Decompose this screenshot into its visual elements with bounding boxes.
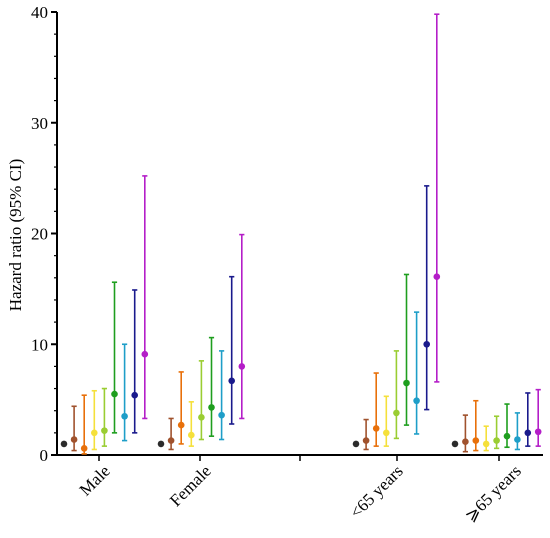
point-estimate [198,414,205,421]
point-estimate [121,413,128,420]
x-category-label: ⩾65 years [461,461,525,525]
estimate-group [452,390,542,452]
data-marks [61,14,542,454]
point-estimate [434,273,441,280]
point-estimate [423,341,430,348]
point-estimate [178,422,185,429]
y-tick-label: 10 [31,335,48,354]
point-estimate [493,437,500,444]
point-estimate [228,377,235,384]
point-estimate [239,363,246,370]
point-estimate [373,425,380,432]
point-estimate [131,392,138,399]
point-estimate [383,430,390,437]
point-estimate [91,430,98,437]
point-estimate [218,412,225,419]
point-estimate [393,410,400,417]
y-axis: 0 10 20 30 40 [31,3,57,465]
point-estimate [71,436,78,443]
estimate-group [158,235,245,450]
point-estimate [363,437,370,444]
estimate-group [61,176,148,454]
point-estimate [462,438,469,445]
x-axis: Male Female <65 years ⩾65 years [57,455,543,525]
y-tick-label: 0 [40,446,49,465]
estimate-group [353,14,440,449]
point-estimate [61,441,68,448]
point-estimate [473,437,480,444]
point-estimate [403,380,410,387]
point-estimate [188,432,195,439]
point-estimate [413,397,420,404]
x-category-label: Male [76,461,114,499]
point-estimate [535,428,542,435]
x-category-label: Female [166,461,215,510]
point-estimate [504,433,511,440]
y-tick-label: 30 [31,114,48,133]
point-estimate [158,441,165,448]
point-estimate [111,391,118,398]
y-axis-title: Hazard ratio (95% CI) [6,159,25,311]
point-estimate [101,427,108,434]
point-estimate [483,441,490,448]
y-tick-label: 40 [31,3,48,22]
point-estimate [168,437,175,444]
point-estimate [452,441,459,448]
point-estimate [142,351,149,358]
point-estimate [208,404,215,411]
y-tick-label: 20 [31,225,48,244]
point-estimate [353,441,360,448]
point-estimate [514,436,521,443]
point-estimate [81,445,88,452]
x-category-label: <65 years [346,461,407,522]
point-estimate [525,430,532,437]
